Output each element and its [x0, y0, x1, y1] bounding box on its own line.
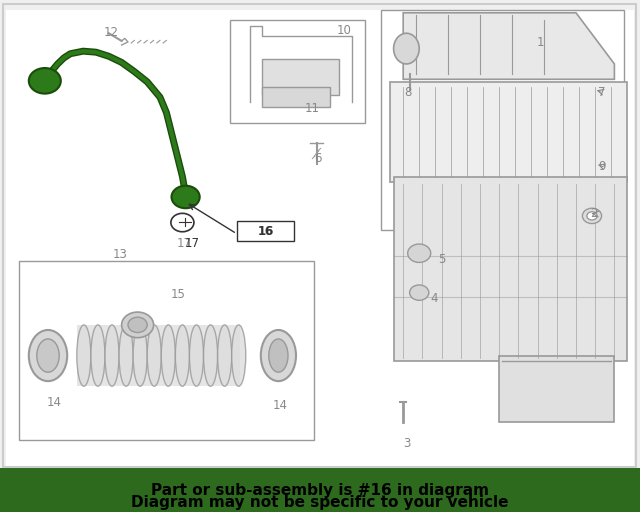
- Ellipse shape: [77, 325, 91, 386]
- Text: 8: 8: [404, 86, 412, 99]
- Text: 16: 16: [258, 225, 273, 238]
- Text: 4: 4: [430, 292, 438, 305]
- Ellipse shape: [218, 325, 232, 386]
- Ellipse shape: [161, 325, 175, 386]
- Text: 5: 5: [438, 253, 445, 266]
- Circle shape: [122, 312, 154, 337]
- Circle shape: [408, 244, 431, 263]
- Text: 2: 2: [590, 207, 598, 220]
- Ellipse shape: [204, 325, 218, 386]
- Text: 17: 17: [177, 237, 192, 249]
- Text: 13: 13: [113, 248, 128, 261]
- Ellipse shape: [261, 330, 296, 381]
- Text: 6: 6: [314, 152, 322, 165]
- Text: 1: 1: [537, 36, 545, 49]
- Ellipse shape: [394, 33, 419, 64]
- Polygon shape: [394, 177, 627, 360]
- Bar: [77, 325, 240, 386]
- Text: 12: 12: [103, 26, 118, 39]
- Circle shape: [128, 317, 147, 332]
- Text: 14: 14: [273, 399, 288, 412]
- Text: 15: 15: [170, 288, 186, 301]
- Polygon shape: [403, 13, 614, 79]
- Bar: [0, 468, 640, 511]
- Ellipse shape: [232, 325, 246, 386]
- Text: 14: 14: [47, 396, 62, 409]
- Circle shape: [410, 285, 429, 301]
- Text: 11: 11: [304, 102, 319, 115]
- Ellipse shape: [133, 325, 147, 386]
- Text: Part or sub-assembly is #16 in diagram: Part or sub-assembly is #16 in diagram: [151, 483, 489, 498]
- FancyBboxPatch shape: [6, 10, 634, 471]
- Ellipse shape: [175, 325, 189, 386]
- Text: 9: 9: [598, 160, 605, 173]
- Circle shape: [29, 68, 61, 94]
- Ellipse shape: [119, 325, 133, 386]
- Circle shape: [171, 214, 194, 232]
- Bar: [499, 355, 614, 422]
- Ellipse shape: [147, 325, 161, 386]
- Bar: [381, 10, 624, 230]
- Bar: [19, 261, 314, 440]
- Text: Diagram may not be specific to your vehicle: Diagram may not be specific to your vehi…: [131, 495, 509, 510]
- Bar: [230, 20, 365, 123]
- Ellipse shape: [36, 339, 60, 372]
- Bar: [237, 221, 294, 242]
- Text: 16: 16: [257, 225, 274, 238]
- Circle shape: [582, 208, 602, 224]
- Circle shape: [172, 186, 200, 208]
- Ellipse shape: [269, 339, 288, 372]
- Ellipse shape: [189, 325, 204, 386]
- Bar: [262, 87, 330, 108]
- Ellipse shape: [105, 325, 119, 386]
- Bar: [262, 59, 339, 95]
- Text: 7: 7: [598, 86, 605, 99]
- Text: 17: 17: [184, 237, 199, 249]
- Ellipse shape: [91, 325, 105, 386]
- Text: 10: 10: [337, 24, 352, 37]
- Ellipse shape: [29, 330, 67, 381]
- Circle shape: [587, 212, 597, 220]
- FancyBboxPatch shape: [390, 82, 627, 182]
- Text: 3: 3: [403, 437, 410, 450]
